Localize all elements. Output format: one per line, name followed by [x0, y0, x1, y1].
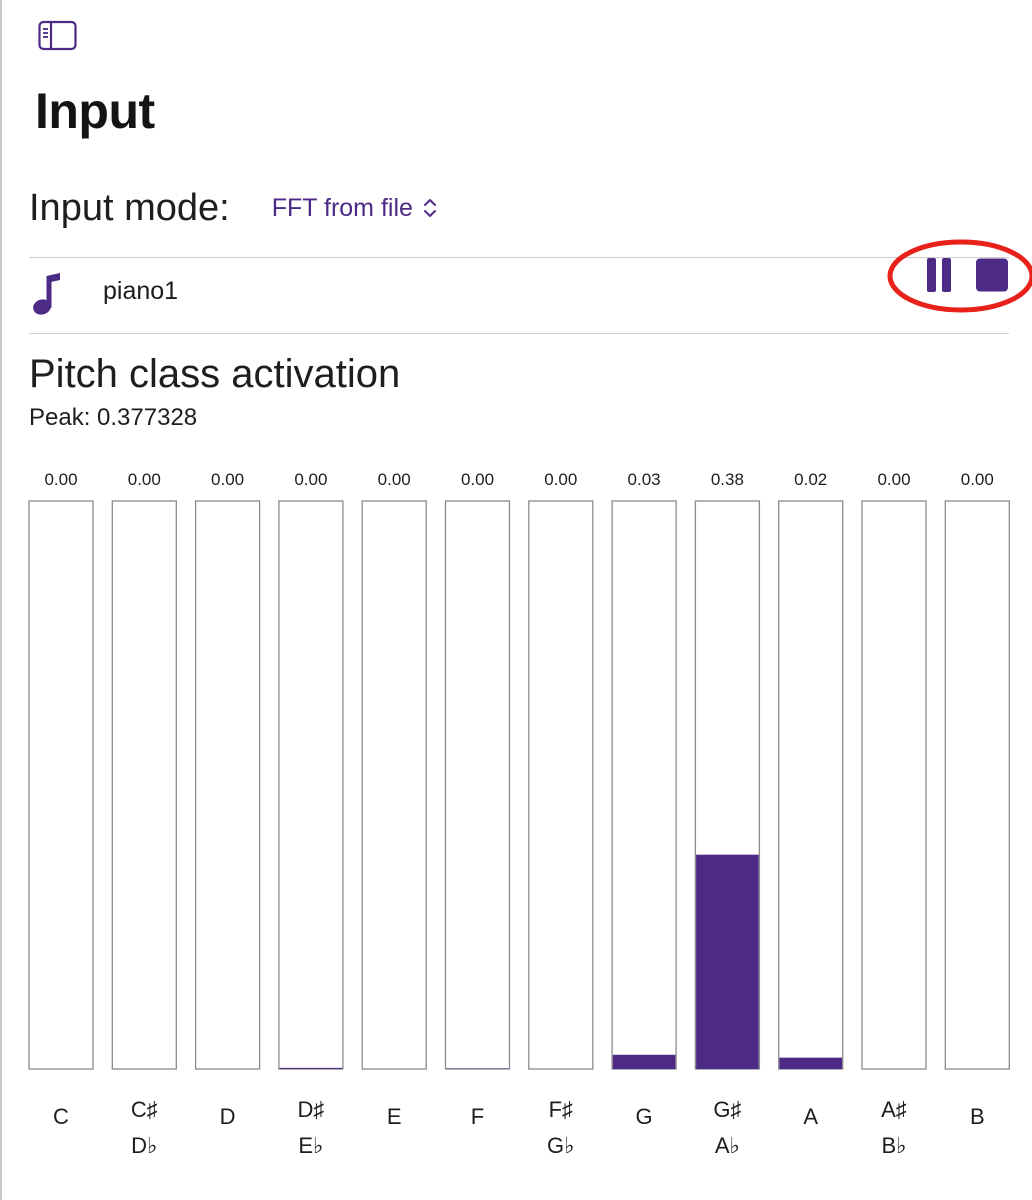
sidebar-icon: [38, 20, 77, 51]
pitch-class-label: B: [970, 1104, 985, 1129]
bar-fill: [446, 1068, 509, 1069]
divider-bottom: [29, 333, 1009, 334]
bar-fill: [696, 854, 759, 1069]
pitch-class-label: G♯: [713, 1097, 741, 1122]
music-note-icon: [33, 273, 60, 315]
input-mode-select[interactable]: FFT from file: [272, 194, 437, 223]
bar-value-label: 0.00: [877, 470, 910, 489]
sidebar-toggle-button[interactable]: [38, 20, 78, 52]
pitch-class-title: Pitch class activation: [29, 352, 401, 396]
pitch-class-label-alt: B♭: [881, 1133, 906, 1158]
bar-value-label: 0.00: [128, 470, 161, 489]
bar-value-label: 0.00: [211, 470, 244, 489]
bar-track: [194, 500, 261, 1070]
bar-track: [444, 500, 511, 1070]
bar-value-label: 0.00: [44, 470, 77, 489]
bar-value-label: 0.00: [961, 470, 994, 489]
bar-value-label: 0.03: [628, 470, 661, 489]
input-mode-value: FFT from file: [271, 193, 413, 222]
page-title: Input: [35, 83, 155, 139]
pitch-class-label: F♯: [549, 1097, 573, 1122]
input-mode-label: Input mode:: [29, 186, 230, 229]
pitch-class-label: C♯: [131, 1097, 158, 1122]
bar-value-label: 0.38: [711, 470, 744, 489]
pitch-class-label-alt: E♭: [298, 1133, 323, 1158]
pitch-class-label: E: [387, 1104, 402, 1129]
input-mode-row: Input mode: FFT from file: [29, 182, 437, 234]
bar-value-label: 0.00: [378, 470, 411, 489]
bar-value-label: 0.00: [461, 470, 494, 489]
pitch-class-label: A: [803, 1104, 818, 1129]
bar-track: [944, 500, 1010, 1070]
bar-value-label: 0.00: [294, 470, 327, 489]
bar-fill: [779, 1057, 842, 1069]
bar-track: [861, 500, 927, 1070]
pitch-class-label: C: [53, 1104, 69, 1129]
pitch-class-label: A♯: [881, 1097, 907, 1122]
bar-value-label: 0.02: [794, 470, 827, 489]
bar-track: [111, 500, 177, 1070]
pitch-class-label: D: [220, 1104, 236, 1129]
pitch-class-label-alt: G♭: [547, 1133, 575, 1158]
bar-fill: [279, 1067, 343, 1069]
bar-track: [778, 500, 844, 1070]
file-name: piano1: [103, 277, 179, 305]
pitch-class-label: F: [471, 1104, 484, 1129]
peak-value: Peak: 0.377328: [29, 404, 198, 431]
chevron-up-down-icon: [423, 199, 436, 217]
bar-track: [28, 500, 94, 1070]
bar-track: [278, 500, 344, 1070]
pitch-class-label: D♯: [297, 1097, 324, 1122]
pitch-class-label-alt: A♭: [715, 1133, 740, 1158]
pitch-class-label-alt: D♭: [131, 1133, 157, 1158]
pitch-class-label: G: [636, 1104, 653, 1129]
bar-track: [611, 500, 677, 1070]
divider-top: [29, 257, 1009, 258]
bar-fill: [612, 1054, 676, 1069]
bar-track: [361, 500, 427, 1070]
bar-track: [528, 500, 594, 1070]
bar-value-label: 0.00: [544, 470, 577, 489]
